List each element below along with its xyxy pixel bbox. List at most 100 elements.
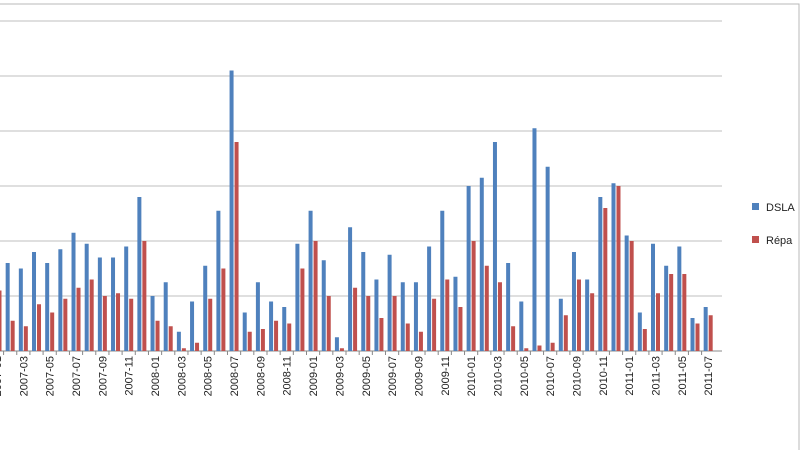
x-tick-label: 2010-05 <box>519 356 531 396</box>
bar <box>511 326 516 351</box>
bar <box>445 279 450 351</box>
bar <box>116 293 121 351</box>
x-tick-label: 2011-05 <box>677 356 689 396</box>
bar <box>677 246 682 351</box>
bar <box>313 241 318 351</box>
bar <box>326 296 331 351</box>
bar <box>598 197 603 351</box>
x-tick-label: 2007-11 <box>124 356 136 396</box>
bar <box>471 241 476 351</box>
legend-label: Répa <box>766 235 793 247</box>
bar <box>155 320 160 351</box>
bar <box>708 315 713 351</box>
bar <box>545 166 550 351</box>
x-tick-label: 2009-01 <box>308 356 320 396</box>
bar <box>466 186 471 351</box>
x-tick-label: 2008-11 <box>282 356 294 396</box>
bar <box>695 323 700 351</box>
x-tick-label: 2009-07 <box>387 356 399 396</box>
bar <box>18 268 23 351</box>
x-tick-label: 2010-01 <box>466 356 478 396</box>
bar <box>550 342 555 351</box>
bar <box>195 342 200 351</box>
bar <box>300 268 305 351</box>
bar <box>506 263 511 351</box>
bar <box>537 345 542 351</box>
bar <box>690 318 695 351</box>
bar <box>379 318 384 351</box>
bar <box>656 293 660 351</box>
bar <box>603 208 608 351</box>
x-tick-label: 2007-05 <box>45 356 57 396</box>
x-tick-label: 2010-03 <box>492 356 504 396</box>
x-tick-label: 2009-09 <box>413 356 425 396</box>
legend-label: DSLA <box>766 202 795 214</box>
bar <box>45 263 50 351</box>
bar <box>137 197 142 351</box>
bar <box>321 260 326 351</box>
bar <box>89 279 94 351</box>
bar <box>669 274 674 351</box>
bar <box>287 323 292 351</box>
bar <box>295 243 300 351</box>
x-tick-label: 2008-01 <box>150 356 162 396</box>
chart-frame <box>0 3 800 450</box>
bar <box>348 227 353 351</box>
bar <box>260 329 265 351</box>
bar <box>102 296 107 351</box>
x-tick-label: 2010-09 <box>571 356 583 396</box>
bar <box>168 326 173 351</box>
bar <box>5 263 10 351</box>
bar <box>274 320 279 351</box>
x-tick-label: 2008-07 <box>229 356 241 396</box>
x-tick-label: 2010-11 <box>598 356 610 396</box>
bar <box>703 307 708 351</box>
bar <box>392 296 397 351</box>
bar <box>97 257 102 351</box>
bar <box>532 128 537 351</box>
bar <box>642 329 647 351</box>
bar <box>247 331 252 351</box>
x-tick-label: 2010-07 <box>545 356 557 396</box>
x-tick-label: 2011-01 <box>624 356 636 396</box>
bar <box>682 274 687 351</box>
bar <box>111 257 116 351</box>
bar <box>664 265 669 351</box>
bar <box>353 287 358 351</box>
bar <box>181 348 186 351</box>
x-tick-label: 2007-01 <box>0 356 4 396</box>
bar <box>497 282 502 351</box>
bar <box>63 298 68 351</box>
bar <box>366 296 371 351</box>
bar <box>651 243 655 351</box>
bar <box>84 243 89 351</box>
bar <box>576 279 581 351</box>
bar <box>400 282 405 351</box>
bar <box>71 232 76 351</box>
bar <box>255 282 260 351</box>
bar <box>208 298 213 351</box>
x-tick-label: 2009-05 <box>361 356 373 396</box>
bar <box>374 279 379 351</box>
bar <box>458 307 463 351</box>
bar <box>558 298 563 351</box>
legend-swatch <box>752 236 759 243</box>
bar <box>492 142 497 351</box>
x-tick-label: 2011-07 <box>703 356 715 396</box>
bar <box>611 183 616 351</box>
bar <box>339 348 344 351</box>
bar <box>427 246 432 351</box>
bar <box>221 268 226 351</box>
bar <box>129 298 134 351</box>
bar <box>637 312 642 351</box>
bar <box>413 282 418 351</box>
bar <box>269 301 274 351</box>
x-tick-label: 2008-05 <box>203 356 215 396</box>
bar <box>37 304 42 351</box>
bar <box>282 307 287 351</box>
bar <box>571 252 576 351</box>
bar <box>216 210 221 351</box>
bar <box>176 331 181 351</box>
